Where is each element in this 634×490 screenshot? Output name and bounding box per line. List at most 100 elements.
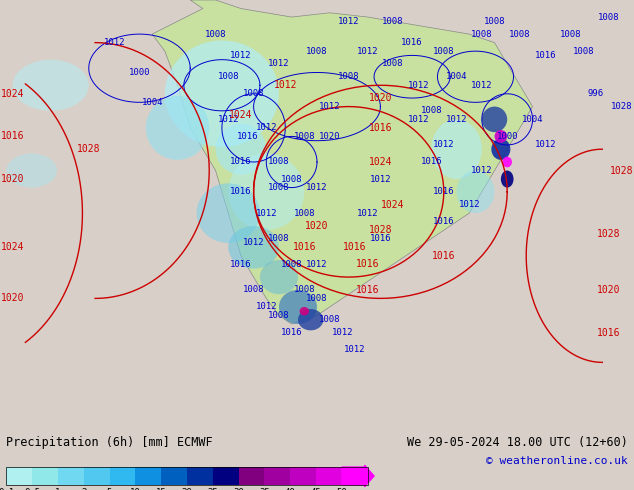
Text: 1008: 1008 [484, 17, 505, 26]
Text: 20: 20 [182, 488, 192, 490]
Text: 1: 1 [55, 488, 61, 490]
Text: 996: 996 [588, 89, 604, 98]
Text: 1004: 1004 [522, 115, 543, 124]
Text: 1000: 1000 [496, 132, 518, 141]
Bar [290, 467, 316, 485]
Ellipse shape [482, 107, 507, 132]
Text: 1012: 1012 [408, 81, 429, 90]
Text: 1012: 1012 [446, 115, 467, 124]
Text: 1012: 1012 [458, 200, 480, 209]
Text: 1008: 1008 [471, 29, 493, 39]
Text: 1016: 1016 [230, 260, 252, 269]
Text: 40: 40 [285, 488, 295, 490]
Text: 1024: 1024 [368, 157, 392, 167]
Text: 1008: 1008 [205, 29, 226, 39]
Text: 1008: 1008 [243, 285, 264, 294]
Text: 1008: 1008 [306, 294, 328, 303]
Text: 1008: 1008 [268, 157, 290, 167]
Text: 1008: 1008 [294, 209, 315, 218]
Text: 1008: 1008 [560, 29, 581, 39]
Ellipse shape [228, 226, 279, 269]
Text: 1016: 1016 [401, 38, 423, 47]
Text: 1020: 1020 [1, 174, 25, 184]
Text: 2: 2 [81, 488, 86, 490]
Text: 50: 50 [337, 488, 347, 490]
Text: 1016: 1016 [1, 131, 25, 142]
Text: 1008: 1008 [243, 89, 264, 98]
Text: 15: 15 [156, 488, 167, 490]
Bar [32, 467, 58, 485]
Text: 1000: 1000 [129, 68, 150, 77]
Text: 1016: 1016 [281, 328, 302, 337]
Text: 25: 25 [207, 488, 218, 490]
Text: 1028: 1028 [611, 102, 632, 111]
Text: 1008: 1008 [306, 47, 328, 56]
Text: 1008: 1008 [509, 29, 531, 39]
Bar [58, 467, 84, 485]
Text: 1012: 1012 [256, 123, 277, 132]
Text: 1012: 1012 [408, 115, 429, 124]
Text: 1012: 1012 [306, 183, 328, 192]
Text: 1016: 1016 [370, 234, 391, 243]
Bar [110, 467, 136, 485]
Text: 1012: 1012 [268, 59, 290, 69]
Ellipse shape [491, 139, 510, 160]
Text: 1012: 1012 [433, 141, 455, 149]
Text: 1016: 1016 [230, 187, 252, 196]
Text: 1012: 1012 [332, 328, 353, 337]
Ellipse shape [503, 157, 512, 167]
Bar [213, 467, 238, 485]
Text: 1016: 1016 [420, 157, 442, 167]
Ellipse shape [228, 153, 304, 230]
Text: 1008: 1008 [268, 234, 290, 243]
Text: 10: 10 [130, 488, 141, 490]
Text: 1016: 1016 [597, 327, 621, 338]
Text: 1016: 1016 [534, 51, 556, 60]
Ellipse shape [216, 123, 266, 175]
Text: 1008: 1008 [319, 315, 340, 324]
Text: 1008: 1008 [382, 59, 404, 69]
Bar [161, 467, 187, 485]
Text: 1008: 1008 [281, 174, 302, 184]
Text: 1020: 1020 [319, 132, 340, 141]
Text: 1012: 1012 [306, 260, 328, 269]
Text: 1012: 1012 [256, 302, 277, 312]
Text: 1008: 1008 [433, 47, 455, 56]
Ellipse shape [197, 183, 260, 243]
Text: 1012: 1012 [534, 141, 556, 149]
Text: 35: 35 [259, 488, 270, 490]
Text: 1016: 1016 [292, 242, 316, 252]
Text: We 29-05-2024 18.00 UTC (12+60): We 29-05-2024 18.00 UTC (12+60) [407, 436, 628, 449]
Text: 1020: 1020 [305, 221, 329, 231]
Text: 1012: 1012 [217, 115, 239, 124]
Text: 1020: 1020 [368, 93, 392, 103]
Text: 1008: 1008 [420, 106, 442, 115]
Text: 1012: 1012 [357, 47, 378, 56]
Text: 1016: 1016 [230, 157, 252, 167]
Text: 0.5: 0.5 [24, 488, 40, 490]
Bar [316, 467, 342, 485]
Text: 1008: 1008 [217, 72, 239, 81]
Text: 0.1: 0.1 [0, 488, 15, 490]
Text: 1024: 1024 [1, 242, 25, 252]
Ellipse shape [260, 260, 298, 294]
Text: 1016: 1016 [368, 123, 392, 133]
Text: 1028: 1028 [368, 225, 392, 235]
Text: 30: 30 [233, 488, 244, 490]
Ellipse shape [501, 171, 514, 188]
Text: 1016: 1016 [433, 187, 455, 196]
Text: 1008: 1008 [338, 72, 359, 81]
Text: 1008: 1008 [573, 47, 594, 56]
Text: 1012: 1012 [344, 345, 366, 354]
Ellipse shape [431, 120, 482, 179]
Text: 1024: 1024 [1, 89, 25, 99]
Ellipse shape [13, 60, 89, 111]
Ellipse shape [165, 41, 279, 147]
Text: 1008: 1008 [268, 183, 290, 192]
Bar [84, 467, 110, 485]
Text: 1012: 1012 [230, 51, 252, 60]
Text: 1016: 1016 [236, 132, 258, 141]
Text: 1024: 1024 [229, 110, 253, 120]
Ellipse shape [456, 171, 495, 213]
Text: 1012: 1012 [273, 80, 297, 90]
